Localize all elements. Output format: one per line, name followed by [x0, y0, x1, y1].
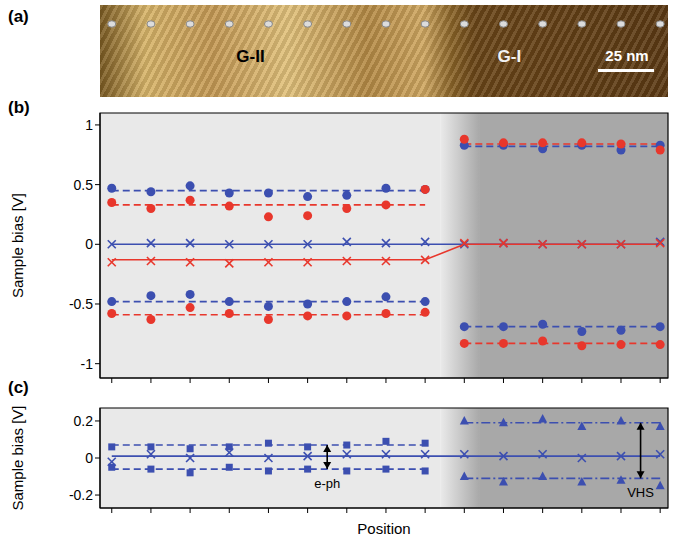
svg-text:Sample bias [V]: Sample bias [V]	[9, 405, 26, 510]
svg-text:-1: -1	[81, 356, 94, 372]
svg-text:-0.2: -0.2	[69, 487, 93, 503]
svg-text:-0.5: -0.5	[69, 296, 93, 312]
html-text:(b): (b)	[8, 98, 30, 117]
svg-text:0.2: 0.2	[74, 413, 94, 429]
svg-text:0: 0	[85, 450, 93, 466]
svg-text:0: 0	[85, 236, 93, 252]
svg-text:Position: Position	[357, 520, 410, 536]
svg-text:Sample bias [V]: Sample bias [V]	[9, 193, 26, 298]
svg-text:1: 1	[85, 117, 93, 133]
svg-text:0.5: 0.5	[74, 177, 94, 193]
svg-text:e-ph: e-ph	[314, 476, 340, 491]
html-text:25 nm: 25 nm	[605, 47, 649, 64]
html-text:(a): (a)	[8, 7, 29, 26]
html-text:(c): (c)	[8, 378, 29, 397]
html-text:G-I: G-I	[497, 47, 522, 66]
html-text:G-II: G-II	[236, 47, 265, 66]
svg-text:VHS: VHS	[627, 485, 654, 500]
